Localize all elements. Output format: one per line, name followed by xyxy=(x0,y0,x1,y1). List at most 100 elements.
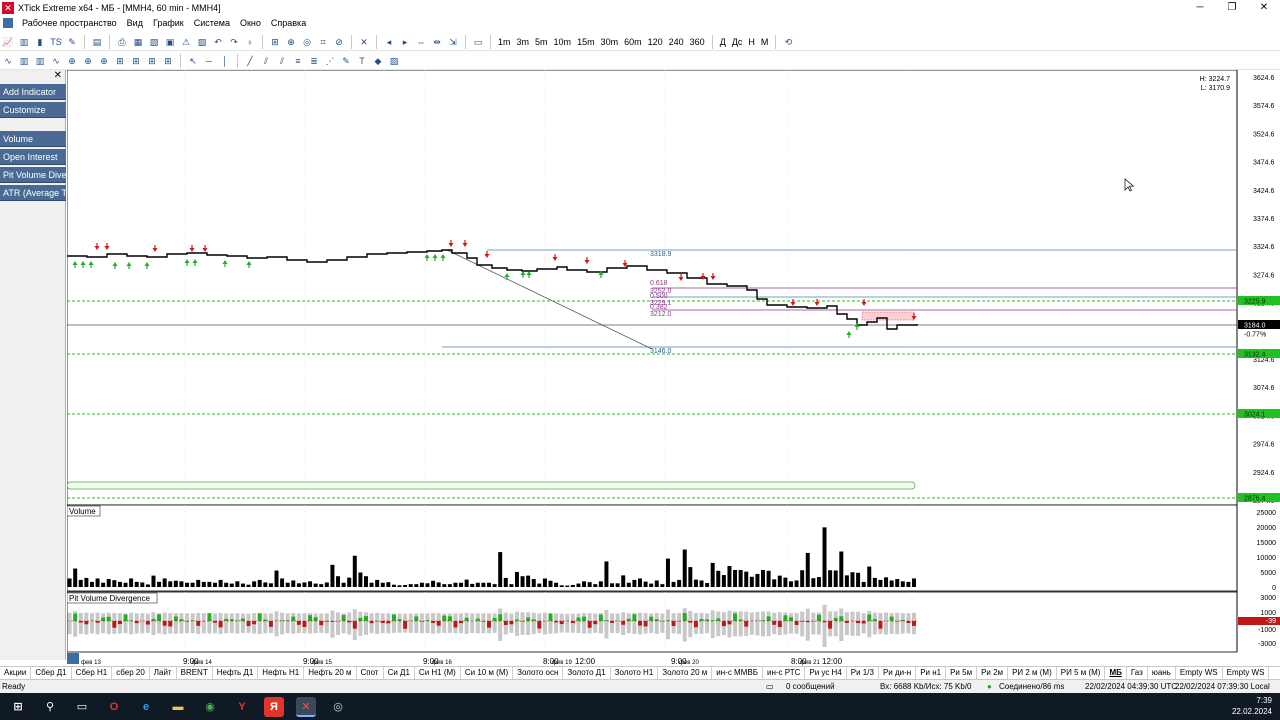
indicator-add-icon[interactable]: ⊕ xyxy=(68,55,76,66)
workspace-tab[interactable]: Ри ди-н xyxy=(879,667,917,679)
workspace-tab[interactable]: ин-с ММВБ xyxy=(712,667,763,679)
workspace-tab[interactable]: Сбер Д1 xyxy=(31,667,72,679)
pointer-icon[interactable]: ↖ xyxy=(189,55,197,66)
indicator-grid4-icon[interactable]: ⊞ xyxy=(164,55,172,66)
table-icon[interactable]: ▧ xyxy=(149,36,159,47)
yandex-browser-icon[interactable]: Y xyxy=(238,700,246,713)
workspace-tab[interactable]: Ри н1 xyxy=(916,667,947,679)
workspace-tab[interactable]: Золото 20 м xyxy=(658,667,713,679)
xtick-taskbar-icon[interactable]: ✕ xyxy=(296,696,316,717)
add-chart-icon[interactable]: ⊞ xyxy=(271,36,279,47)
indicator-bars-icon[interactable]: ▥ xyxy=(19,55,29,66)
scroll-right-icon[interactable]: ▸ xyxy=(402,36,408,47)
workspace-tab[interactable]: Empty WS xyxy=(1176,667,1223,679)
alert-icon[interactable]: ⚠ xyxy=(181,36,191,47)
workspace-tab[interactable]: Акции xyxy=(0,667,32,679)
indicator-volume[interactable]: Volume xyxy=(0,131,66,147)
indicator-add3-icon[interactable]: ⊕ xyxy=(100,55,108,66)
pencil-icon[interactable]: ✎ xyxy=(68,36,76,47)
opera-icon[interactable]: O xyxy=(109,700,119,713)
channel-icon[interactable]: ⫽ xyxy=(263,55,268,66)
workspace-tab[interactable]: Ри 1/3 xyxy=(847,667,879,679)
text-tool-icon[interactable]: T xyxy=(359,55,365,66)
workspace-tab[interactable]: юань xyxy=(1148,667,1176,679)
workspace-tab[interactable]: МБ xyxy=(1105,667,1127,679)
workspace-tab[interactable]: Сбер Н1 xyxy=(72,667,113,679)
workspace-tab[interactable]: Си Д1 xyxy=(384,667,415,679)
stop-icon[interactable]: ⊘ xyxy=(335,36,343,47)
hatch-icon[interactable]: ▨ xyxy=(389,55,399,66)
timeframe-60m[interactable]: 60m xyxy=(624,36,642,47)
timeframe-15m[interactable]: 15m xyxy=(577,36,595,47)
chart-area[interactable]: 3318.9 0.618 3252.0 0.500 3229.1 0.382 3… xyxy=(66,69,1280,666)
task-view-icon[interactable]: ▭ xyxy=(76,700,88,713)
period-day-session[interactable]: Дс xyxy=(731,36,743,47)
trendline-icon[interactable]: ╱ xyxy=(247,55,253,66)
gann-icon[interactable]: ⋰ xyxy=(325,55,335,66)
workspace-tab[interactable]: Золото Д1 xyxy=(563,667,611,679)
menu-system[interactable]: Система xyxy=(193,18,230,28)
workspace-tab[interactable]: сбер 20 xyxy=(112,667,150,679)
workspace-tab[interactable]: РИ 2 м (М) xyxy=(1008,667,1057,679)
indicator-pit-volume-divergence[interactable]: Pit Volume Divergence xyxy=(0,167,66,183)
fib-fan-icon[interactable]: ≣ xyxy=(310,55,318,66)
customize-button[interactable]: Customize xyxy=(0,102,66,118)
search-icon[interactable]: ⚲ xyxy=(45,700,55,713)
indicator-grid-icon[interactable]: ⊞ xyxy=(116,55,124,66)
timeframe-1m[interactable]: 1m xyxy=(498,36,511,47)
workspace-tab[interactable]: Газ xyxy=(1127,667,1148,679)
menu-window[interactable]: Окно xyxy=(239,18,261,28)
indicator-grid2-icon[interactable]: ⊞ xyxy=(132,55,140,66)
minimize-button[interactable]: ─ xyxy=(1196,2,1204,13)
print-icon[interactable]: ⎙ xyxy=(118,36,126,47)
timeframe-5m[interactable]: 5m xyxy=(535,36,548,47)
workspace-tab[interactable]: Ри 5м xyxy=(946,667,978,679)
workspace-tab[interactable]: Си 10 м (М) xyxy=(461,667,514,679)
vertical-line-icon[interactable]: │ xyxy=(222,55,228,66)
messages-icon[interactable]: ▭ xyxy=(766,682,774,691)
edge-icon[interactable]: e xyxy=(142,700,150,713)
undo-icon[interactable]: ↶ xyxy=(214,36,222,47)
app-taskbar-icon[interactable]: ◎ xyxy=(333,700,343,713)
menu-help[interactable]: Справка xyxy=(270,18,307,28)
lightbulb-icon[interactable]: ♁ xyxy=(246,36,254,47)
pitchfork-icon[interactable]: ⫽ xyxy=(279,55,284,66)
windows-start-icon[interactable]: ⊞ xyxy=(13,700,23,713)
menu-chart[interactable]: График xyxy=(152,18,184,28)
chart-canvas[interactable]: 3318.9 0.618 3252.0 0.500 3229.1 0.382 3… xyxy=(66,69,1280,666)
side-panel-close-icon[interactable]: ✕ xyxy=(53,70,62,81)
workspace-tab[interactable]: Золото Н1 xyxy=(611,667,659,679)
crop-icon[interactable]: ⌗ xyxy=(320,36,326,47)
menu-workspace[interactable]: Рабочее пространство xyxy=(22,18,117,28)
ts-icon[interactable]: TS xyxy=(50,36,62,47)
timeframe-360[interactable]: 360 xyxy=(689,36,705,47)
file-explorer-icon[interactable]: ▬ xyxy=(172,700,184,713)
pen-icon[interactable]: ✎ xyxy=(342,55,350,66)
workspace-tab[interactable]: РИ 5 м (М) xyxy=(1057,667,1106,679)
add-indicator-icon[interactable]: ⊕ xyxy=(287,36,295,47)
fit-icon[interactable]: ⇲ xyxy=(449,36,457,47)
lock-icon[interactable]: ▨ xyxy=(197,36,207,47)
indicator-line-icon[interactable]: ∿ xyxy=(4,55,12,66)
candle-chart-icon[interactable]: ▮ xyxy=(37,36,43,47)
line-chart-icon[interactable]: 📈 xyxy=(2,36,14,47)
workspace-tab[interactable]: Си Н1 (М) xyxy=(415,667,461,679)
indicator-open-interest[interactable]: Open Interest xyxy=(0,149,66,165)
workspace-tab[interactable]: Золото осн xyxy=(513,667,564,679)
period-week[interactable]: Н xyxy=(748,36,755,47)
period-month[interactable]: М xyxy=(760,36,769,47)
redo-icon[interactable]: ↷ xyxy=(230,36,238,47)
zoom-out-icon[interactable]: ⇹ xyxy=(433,36,441,47)
workspace-tab[interactable]: Ри ус Н4 xyxy=(805,667,847,679)
target-icon[interactable]: ◎ xyxy=(303,36,311,47)
taskbar-clock[interactable]: 7:39 22.02.2024 xyxy=(1232,695,1272,717)
indicator-grid3-icon[interactable]: ⊞ xyxy=(148,55,156,66)
workspace-tab[interactable]: Empty WS xyxy=(1223,667,1270,679)
workspace-tab[interactable]: Лайт xyxy=(150,667,177,679)
workspace-tab[interactable]: Нефть Н1 xyxy=(258,667,305,679)
bar-chart-icon[interactable]: ▥ xyxy=(19,36,29,47)
workspace-tab[interactable]: BRENT xyxy=(177,667,213,679)
indicator-wave-icon[interactable]: ∿ xyxy=(52,55,60,66)
add-indicator-button[interactable]: Add Indicator xyxy=(0,84,66,100)
close-button[interactable]: ✕ xyxy=(1259,2,1269,13)
